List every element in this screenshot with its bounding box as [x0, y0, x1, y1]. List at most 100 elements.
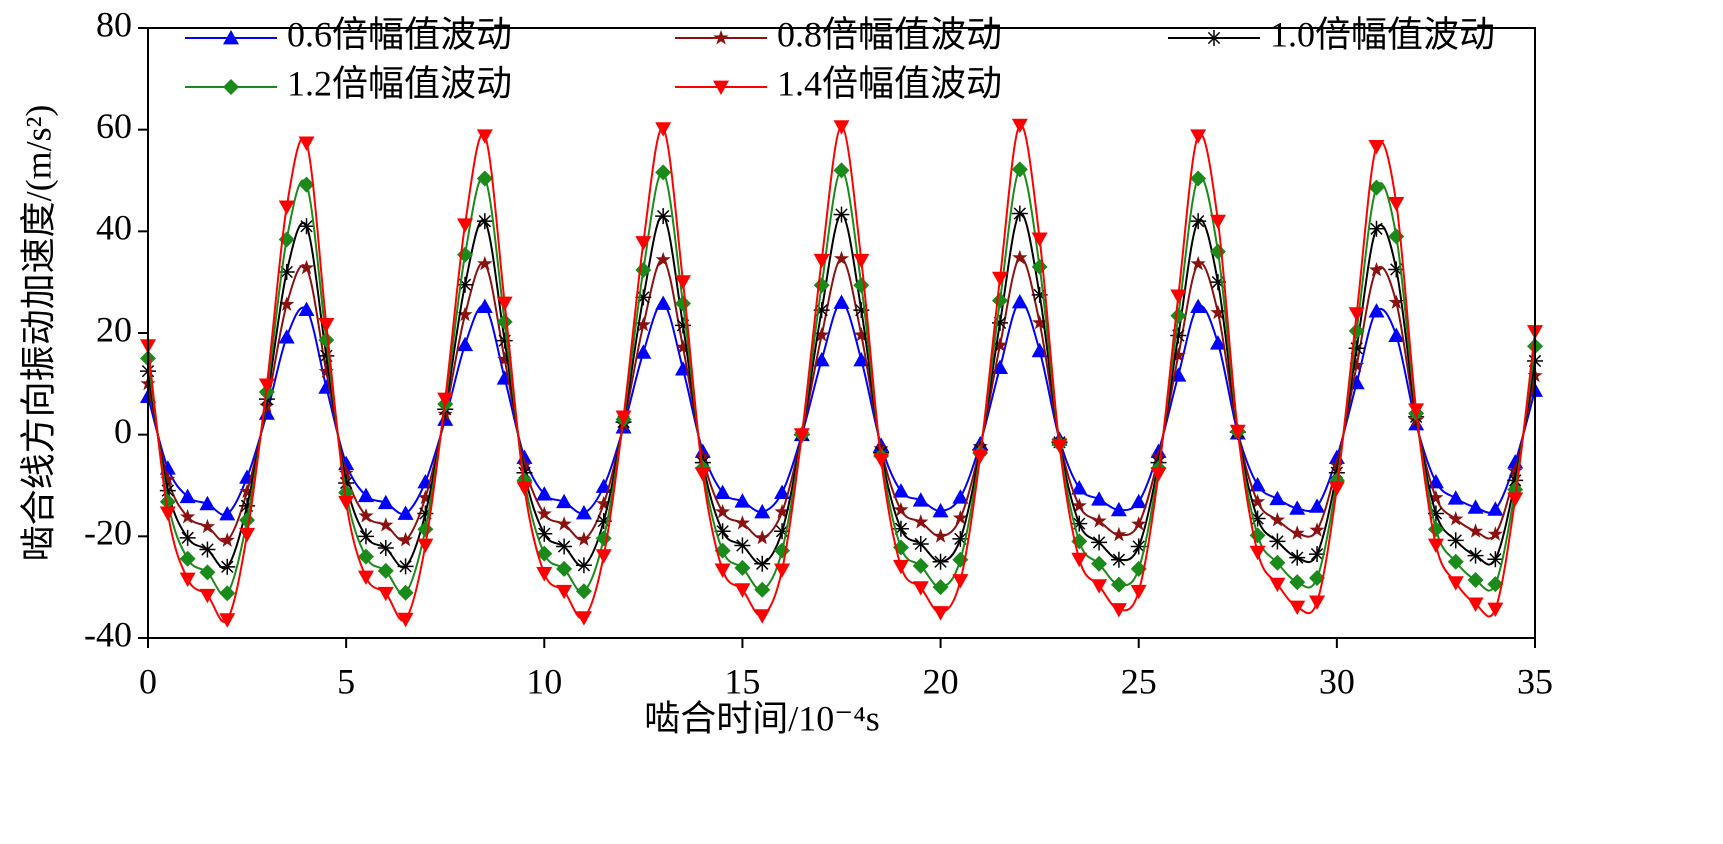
- marker: [734, 493, 751, 508]
- marker: [179, 572, 196, 588]
- marker: [615, 410, 632, 425]
- marker: [575, 583, 592, 600]
- marker: [397, 584, 414, 601]
- marker: [1269, 490, 1286, 506]
- marker: [377, 540, 394, 557]
- marker: [179, 550, 196, 567]
- marker: [674, 275, 691, 290]
- marker: [298, 259, 315, 275]
- marker: [774, 563, 791, 578]
- marker: [714, 484, 731, 500]
- marker: [556, 538, 573, 555]
- series-line: [148, 212, 1535, 570]
- marker: [1487, 526, 1503, 541]
- marker: [1368, 303, 1385, 318]
- marker: [1190, 255, 1206, 271]
- marker: [932, 502, 949, 518]
- marker-stroke: [1112, 553, 1126, 566]
- marker: [417, 538, 434, 553]
- marker: [1348, 322, 1365, 339]
- marker: [754, 581, 771, 598]
- marker: [457, 218, 474, 233]
- marker: [1091, 534, 1108, 551]
- marker: [1111, 526, 1127, 542]
- marker: [1071, 552, 1088, 568]
- marker: [199, 564, 216, 581]
- marker: [1249, 545, 1266, 561]
- marker: [219, 505, 236, 521]
- marker-stroke: [339, 476, 353, 490]
- x-tick-label: 15: [724, 661, 760, 701]
- y-tick-label: -20: [84, 513, 132, 553]
- marker: [1071, 497, 1087, 513]
- marker: [1250, 493, 1266, 509]
- marker-stroke: [1449, 534, 1462, 547]
- x-tick-label: 30: [1319, 661, 1355, 701]
- marker: [1368, 140, 1385, 155]
- marker-stroke: [280, 265, 293, 279]
- marker: [1447, 490, 1464, 505]
- marker: [219, 532, 235, 547]
- y-tick-label: 20: [96, 309, 132, 349]
- marker: [952, 489, 969, 504]
- marker-stroke: [201, 543, 214, 556]
- marker-stroke: [656, 209, 670, 223]
- marker: [1289, 500, 1306, 515]
- marker: [1289, 600, 1306, 615]
- marker: [199, 495, 216, 511]
- marker-stroke: [1291, 551, 1304, 564]
- marker: [814, 327, 830, 342]
- marker: [1130, 493, 1147, 509]
- marker: [377, 562, 394, 579]
- legend-label: 1.4倍幅值波动: [777, 63, 1002, 103]
- marker-stroke: [359, 530, 373, 543]
- marker: [398, 531, 414, 547]
- marker: [1011, 293, 1028, 309]
- marker: [912, 492, 929, 507]
- marker: [179, 529, 196, 546]
- marker: [1011, 161, 1028, 178]
- marker: [595, 549, 612, 564]
- marker: [655, 122, 672, 137]
- marker: [1190, 129, 1207, 144]
- marker: [476, 129, 493, 144]
- marker: [497, 351, 513, 366]
- legend-label: 0.6倍幅值波动: [287, 14, 512, 54]
- marker: [952, 510, 968, 525]
- marker: [556, 493, 573, 509]
- marker: [992, 337, 1008, 352]
- marker: [1031, 342, 1048, 358]
- marker: [159, 493, 176, 510]
- marker: [476, 213, 493, 230]
- marker: [1170, 347, 1186, 362]
- marker: [1309, 498, 1326, 513]
- marker: [833, 294, 850, 309]
- marker: [892, 483, 909, 498]
- marker: [318, 363, 334, 379]
- marker: [199, 588, 216, 604]
- marker: [1348, 307, 1365, 322]
- marker-stroke: [478, 214, 492, 228]
- marker: [377, 494, 394, 510]
- marker: [873, 453, 890, 468]
- marker-stroke: [458, 278, 472, 291]
- marker: [223, 30, 239, 45]
- marker: [278, 264, 295, 280]
- marker: [496, 313, 513, 330]
- marker: [655, 251, 671, 267]
- marker: [1110, 576, 1127, 593]
- marker: [655, 208, 672, 225]
- marker: [1309, 546, 1326, 563]
- marker: [734, 559, 751, 576]
- x-axis-label: 啮合时间/10⁻⁴s: [644, 698, 880, 738]
- marker: [160, 471, 176, 486]
- marker: [1289, 525, 1305, 540]
- marker: [516, 457, 533, 472]
- marker: [1269, 554, 1286, 571]
- marker: [1091, 555, 1108, 572]
- marker: [1170, 307, 1187, 324]
- marker: [1467, 499, 1484, 514]
- marker: [318, 347, 335, 364]
- marker: [1170, 289, 1187, 304]
- marker: [655, 164, 672, 181]
